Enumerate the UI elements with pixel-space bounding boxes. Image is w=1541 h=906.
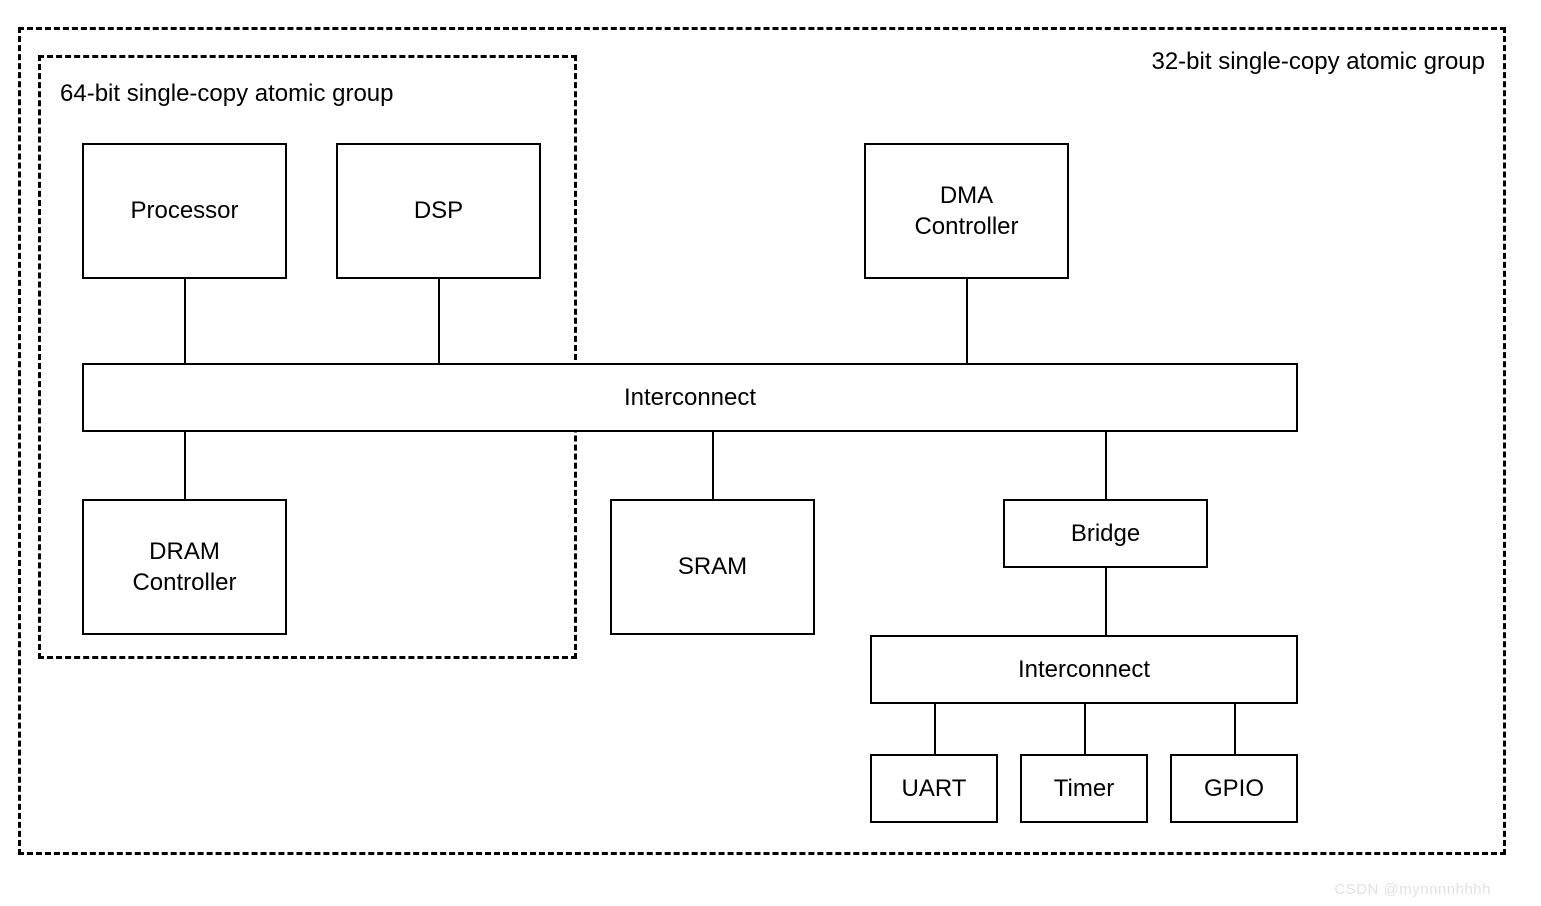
edge-processor-interconnect xyxy=(184,279,186,363)
edge-interconnect2-timer xyxy=(1084,704,1086,754)
edge-bridge-interconnect2 xyxy=(1105,568,1107,635)
node-interconnect-main: Interconnect xyxy=(82,363,1298,432)
node-processor: Processor xyxy=(82,143,287,279)
node-uart: UART xyxy=(870,754,998,823)
edge-interconnect-sram xyxy=(712,432,714,499)
watermark-text: CSDN @mynnnnhhhh xyxy=(1334,881,1491,898)
node-timer: Timer xyxy=(1020,754,1148,823)
edge-interconnect2-uart xyxy=(934,704,936,754)
node-gpio: GPIO xyxy=(1170,754,1298,823)
inner-group-label: 64-bit single-copy atomic group xyxy=(60,80,394,108)
node-bridge: Bridge xyxy=(1003,499,1208,568)
edge-interconnect-bridge xyxy=(1105,432,1107,499)
node-interconnect-peripheral: Interconnect xyxy=(870,635,1298,704)
edge-interconnect2-gpio xyxy=(1234,704,1236,754)
edge-dsp-interconnect xyxy=(438,279,440,363)
outer-group-label: 32-bit single-copy atomic group xyxy=(1151,48,1485,76)
diagram-canvas: 32-bit single-copy atomic group 64-bit s… xyxy=(0,0,1541,906)
edge-interconnect-dram xyxy=(184,432,186,499)
node-dram: DRAM Controller xyxy=(82,499,287,635)
edge-dma-interconnect xyxy=(966,279,968,363)
node-dsp: DSP xyxy=(336,143,541,279)
node-sram: SRAM xyxy=(610,499,815,635)
node-dma: DMA Controller xyxy=(864,143,1069,279)
